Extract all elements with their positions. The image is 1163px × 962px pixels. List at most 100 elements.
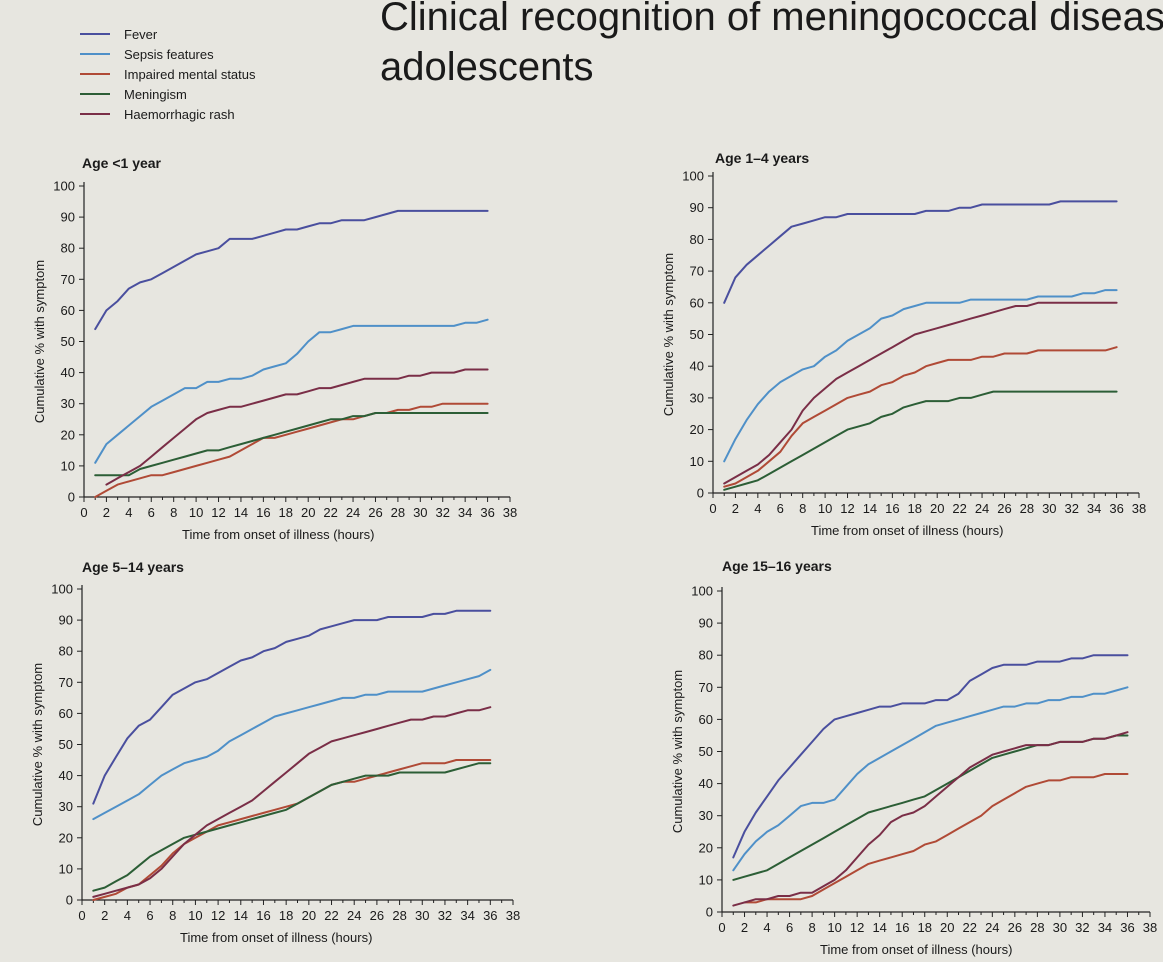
x-tick-label: 30	[415, 908, 429, 923]
y-tick-label: 90	[59, 613, 73, 628]
x-tick-label: 20	[302, 908, 316, 923]
y-tick-label: 20	[61, 427, 75, 442]
series-line	[94, 402, 489, 498]
x-tick-label: 18	[908, 501, 922, 516]
y-axis-label: Cumulative % with symptom	[30, 663, 45, 826]
y-tick-label: 60	[61, 303, 75, 318]
y-tick-label: 0	[706, 905, 713, 920]
x-tick-label: 0	[709, 501, 716, 516]
x-tick-label: 22	[324, 908, 338, 923]
x-tick-label: 20	[940, 920, 954, 935]
x-tick-label: 2	[103, 505, 110, 520]
legend-label: Sepsis features	[124, 47, 214, 62]
x-tick-label: 26	[370, 908, 384, 923]
y-tick-label: 80	[59, 644, 73, 659]
y-axis-label: Cumulative % with symptom	[32, 260, 47, 423]
x-tick-label: 26	[997, 501, 1011, 516]
series-line	[732, 731, 1129, 907]
x-tick-label: 2	[101, 908, 108, 923]
y-tick-label: 20	[699, 840, 713, 855]
x-tick-label: 6	[148, 505, 155, 520]
series-line	[743, 773, 1129, 904]
x-tick-label: 24	[985, 920, 999, 935]
x-tick-label: 32	[438, 908, 452, 923]
series-line	[723, 390, 1118, 491]
x-tick-label: 10	[188, 908, 202, 923]
x-tick-label: 22	[963, 920, 977, 935]
y-tick-label: 40	[699, 776, 713, 791]
x-tick-label: 4	[125, 505, 132, 520]
x-tick-label: 32	[1075, 920, 1089, 935]
series-line	[723, 301, 1118, 485]
x-tick-label: 2	[741, 920, 748, 935]
series-line	[723, 346, 1118, 488]
chart-panel-4: Age 15–16 years 0 10 20 30 40 50 60 70 80 90 100 0 2 4…	[670, 558, 1157, 957]
y-tick-label: 80	[690, 232, 704, 247]
x-tick-label: 6	[777, 501, 784, 516]
x-tick-label: 16	[885, 501, 899, 516]
x-tick-label: 12	[211, 505, 225, 520]
panel-title: Age <1 year	[82, 155, 162, 171]
y-tick-label: 30	[59, 799, 73, 814]
x-tick-label: 10	[827, 920, 841, 935]
x-tick-label: 14	[234, 908, 248, 923]
x-tick-label: 36	[480, 505, 494, 520]
legend: Fever Sepsis features Impaired mental stat…	[80, 27, 256, 122]
x-tick-label: 8	[808, 920, 815, 935]
series-line	[92, 706, 492, 898]
series-line	[92, 609, 492, 805]
chart-panel-2: Age 1–4 years 0 10 20 30 40 50 60 70 80 90 100 0 2 4 6 8…	[661, 150, 1146, 538]
background-title-line1: Clinical recognition of meningococcal di…	[380, 0, 1163, 39]
y-tick-label: 100	[51, 582, 73, 597]
series-line	[723, 289, 1118, 463]
x-tick-label: 14	[863, 501, 877, 516]
x-tick-label: 34	[458, 505, 472, 520]
y-tick-label: 70	[61, 272, 75, 287]
series-line	[92, 668, 492, 821]
series-line	[732, 686, 1129, 872]
x-tick-label: 38	[1132, 501, 1146, 516]
x-tick-label: 34	[1098, 920, 1112, 935]
chart-panel-1: Age <1 year 0 10 20 30 40 50 60 70 80 90 100 0 2 4 6 8 10…	[32, 155, 517, 542]
legend-label: Fever	[124, 27, 158, 42]
x-tick-label: 12	[840, 501, 854, 516]
y-tick-label: 20	[690, 422, 704, 437]
y-axis-label: Cumulative % with symptom	[670, 670, 685, 833]
series-line	[94, 318, 489, 464]
x-tick-label: 36	[1120, 920, 1134, 935]
x-tick-label: 24	[975, 501, 989, 516]
x-tick-label: 6	[786, 920, 793, 935]
x-tick-label: 10	[818, 501, 832, 516]
y-axis-label: Cumulative % with symptom	[661, 253, 676, 416]
x-tick-label: 18	[918, 920, 932, 935]
legend-label: Meningism	[124, 87, 187, 102]
y-tick-label: 0	[697, 486, 704, 501]
x-tick-label: 4	[124, 908, 131, 923]
x-tick-label: 28	[391, 505, 405, 520]
series-line	[94, 412, 489, 477]
y-tick-label: 30	[61, 396, 75, 411]
panel-title: Age 5–14 years	[82, 559, 184, 575]
x-tick-label: 30	[1042, 501, 1056, 516]
x-tick-label: 38	[506, 908, 520, 923]
x-tick-label: 26	[1008, 920, 1022, 935]
y-tick-label: 40	[59, 768, 73, 783]
x-tick-label: 4	[754, 501, 761, 516]
x-tick-label: 8	[799, 501, 806, 516]
x-tick-label: 8	[170, 505, 177, 520]
x-tick-label: 34	[460, 908, 474, 923]
x-tick-label: 0	[718, 920, 725, 935]
y-tick-label: 50	[61, 334, 75, 349]
y-tick-label: 40	[690, 359, 704, 374]
y-tick-label: 50	[59, 737, 73, 752]
x-tick-label: 14	[234, 505, 248, 520]
x-tick-label: 2	[732, 501, 739, 516]
x-tick-label: 4	[763, 920, 770, 935]
x-tick-label: 0	[80, 505, 87, 520]
series-line	[732, 734, 1129, 881]
y-tick-label: 80	[699, 648, 713, 663]
y-tick-label: 0	[68, 490, 75, 505]
